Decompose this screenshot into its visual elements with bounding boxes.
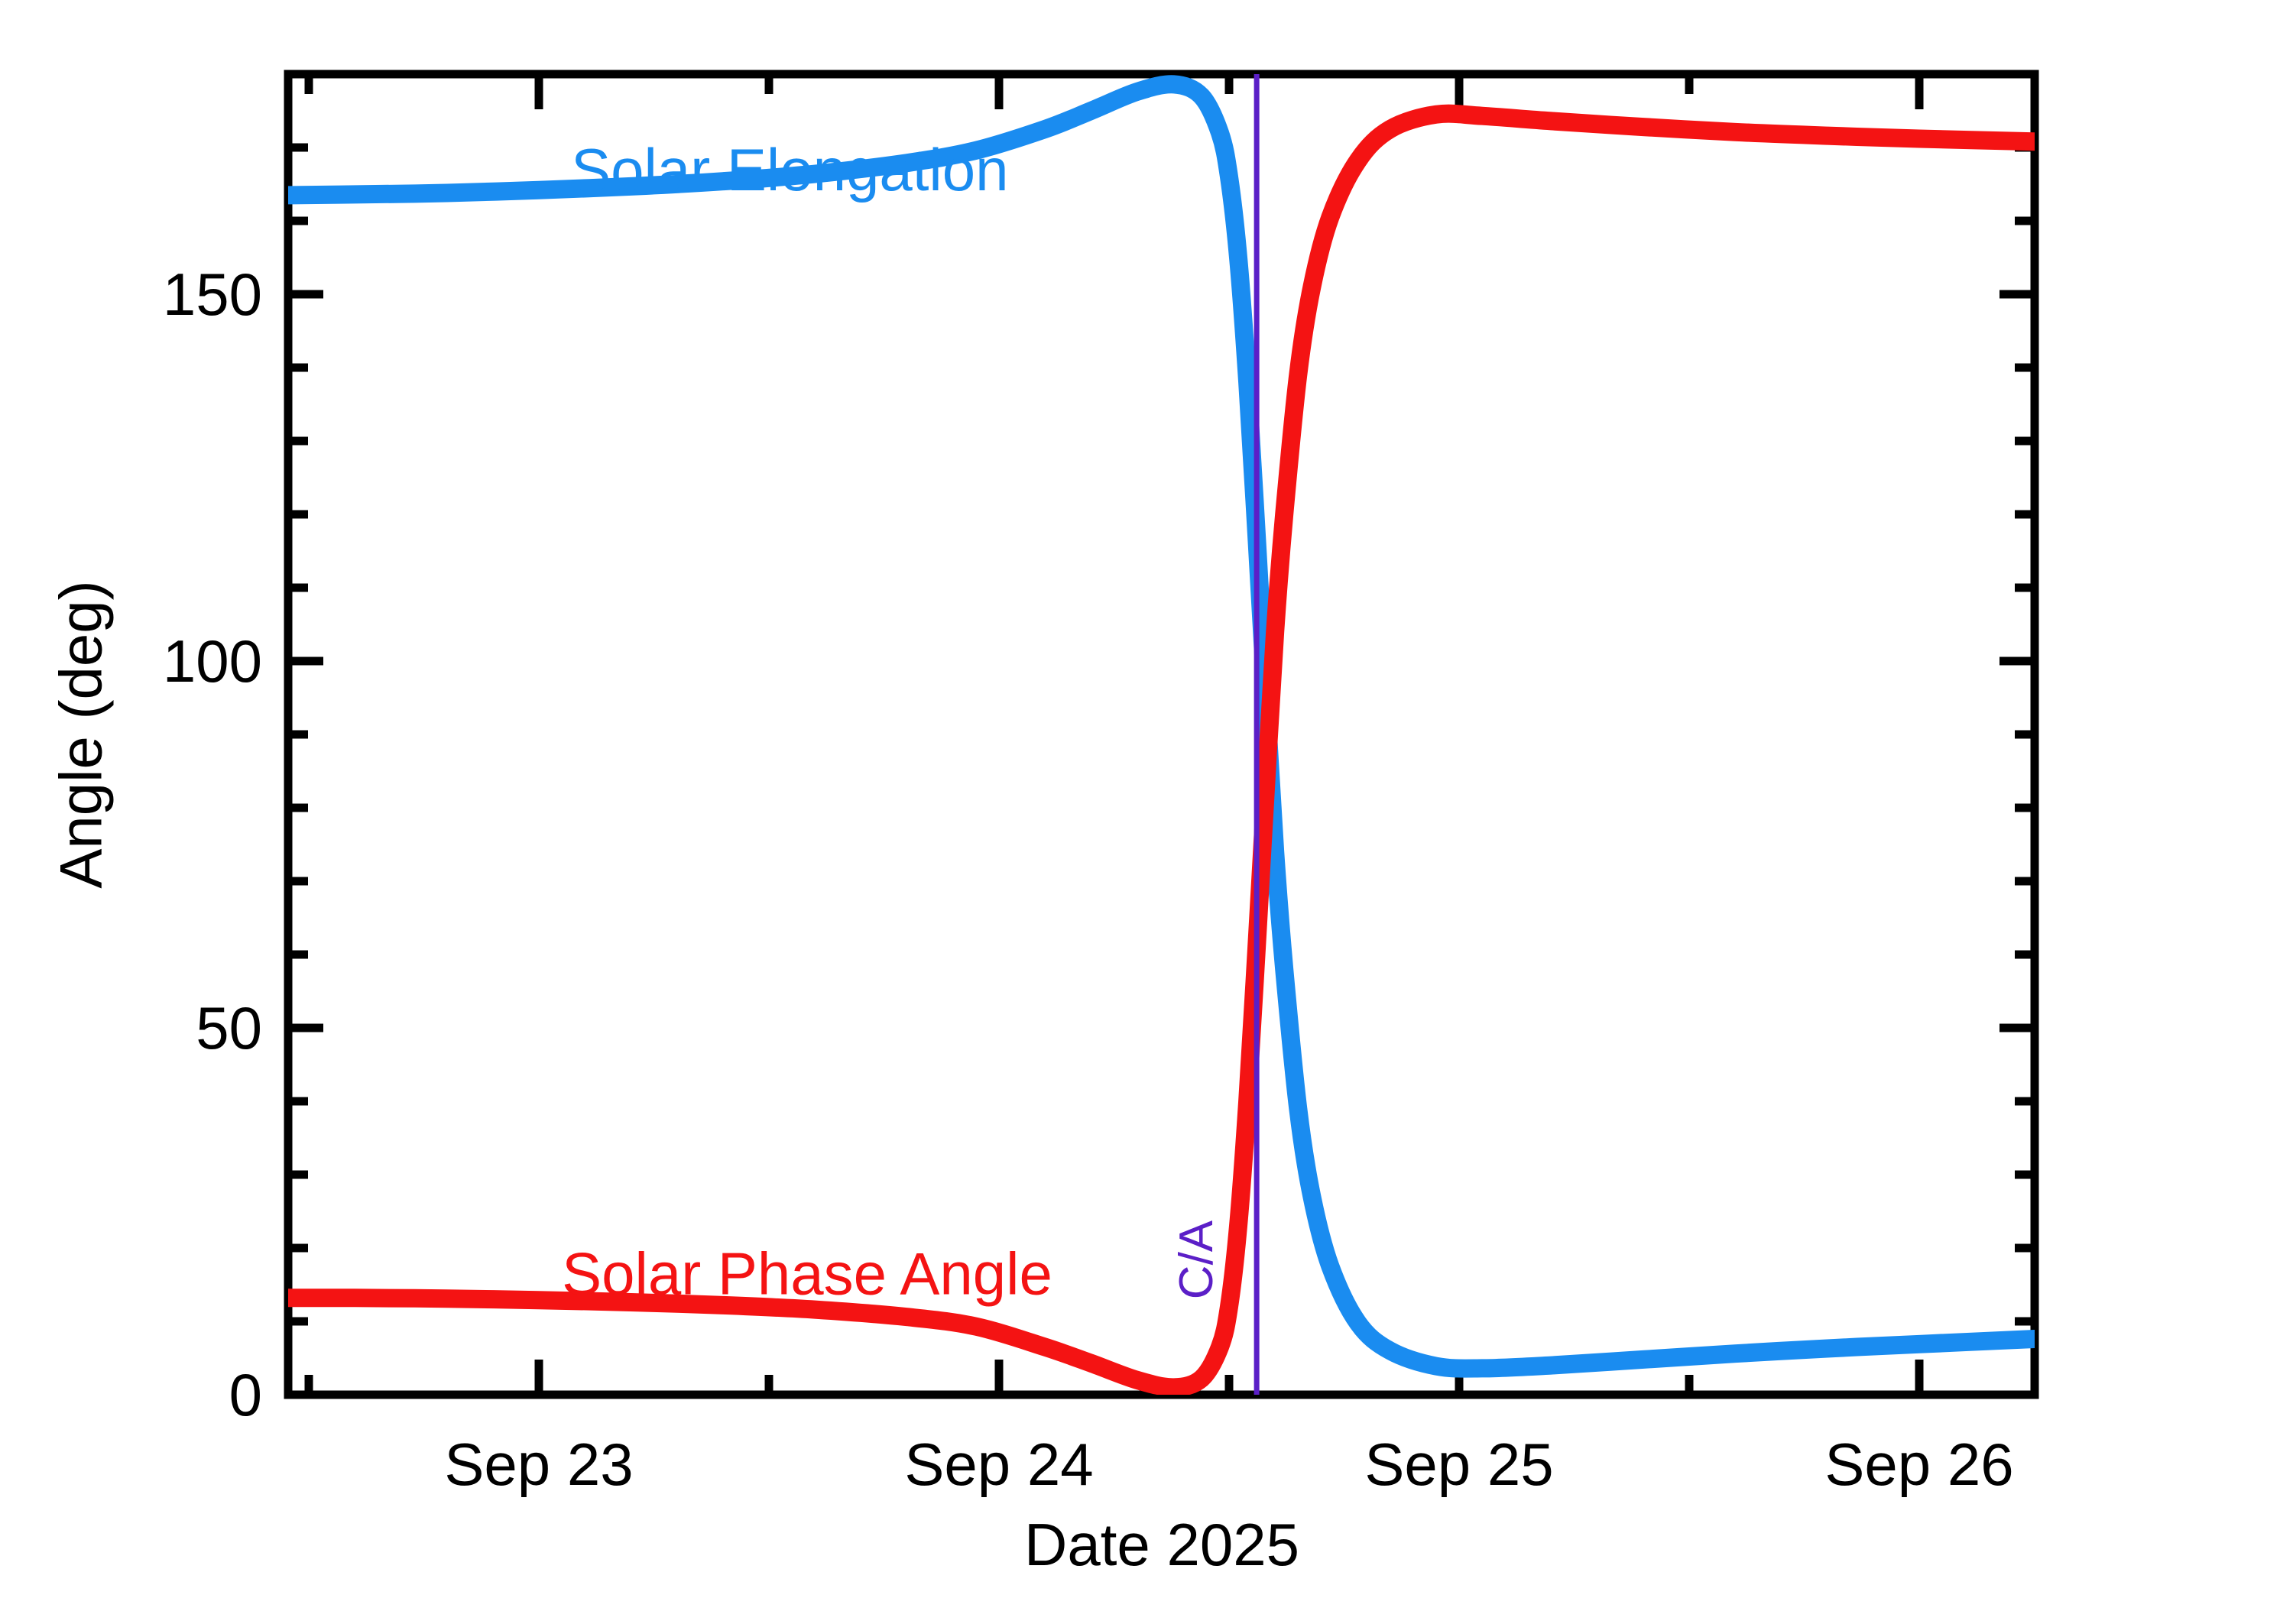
y-tick-label: 0 bbox=[229, 1361, 262, 1428]
x-tick-label: Sep 26 bbox=[1824, 1431, 2013, 1498]
y-tick-label: 100 bbox=[163, 627, 262, 695]
y-tick-label: 50 bbox=[196, 994, 262, 1062]
annotation-layer: C/A bbox=[1170, 74, 1260, 1395]
x-tick-label: Sep 23 bbox=[444, 1431, 633, 1498]
series-label-solar-phase-angle: Solar Phase Angle bbox=[562, 1240, 1052, 1308]
y-tick-label: 150 bbox=[163, 261, 262, 328]
x-tick-label: Sep 25 bbox=[1364, 1431, 1553, 1498]
x-tick-label: Sep 24 bbox=[904, 1431, 1093, 1498]
x-axis-label: Date 2025 bbox=[1024, 1511, 1299, 1578]
series-label-solar-elongation: Solar Elongation bbox=[571, 136, 1008, 203]
text-labels: Solar Elongation Solar Phase Angle bbox=[562, 136, 1052, 1308]
y-axis-label: Angle (deg) bbox=[47, 580, 115, 888]
close-approach-label: C/A bbox=[1170, 1220, 1223, 1299]
axis-ticks: 0 50 100 150 Sep 23 Sep 24 Sep 25 Sep 26 bbox=[163, 70, 2035, 1498]
